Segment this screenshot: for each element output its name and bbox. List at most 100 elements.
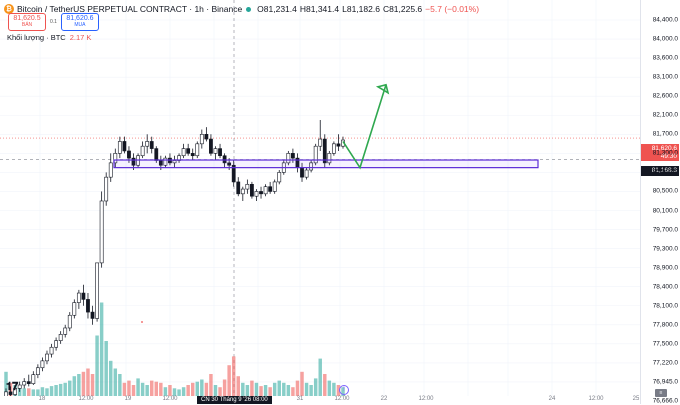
volume-bar [99,302,104,396]
price-label: 81,700.0 [652,130,678,138]
volume-bar [277,380,281,396]
candle-body [331,143,336,154]
candle-body [54,340,58,348]
symbol-title[interactable]: Bitcoin / TetherUS PERPETUAL CONTRACT · … [17,4,243,14]
volume-bar [282,382,286,396]
price-label: 77,220.0 [652,359,678,367]
volume-bar [190,382,195,396]
candle-body [231,164,236,183]
price-label: 79,300.0 [652,245,678,253]
buy-button[interactable]: 81,620.6 MUA [60,13,99,31]
spread-value: 0.1 [50,19,57,25]
volume-bar [149,380,154,396]
candle-body [213,148,218,154]
price-label: 80,500.0 [652,187,678,195]
candle-body [122,141,127,152]
volume-bar [45,388,49,396]
candle-body [277,172,282,183]
candle-body [72,302,77,316]
settings-icon[interactable]: ≡ [655,389,667,397]
volume-bar [27,388,31,396]
volume-bar [68,380,72,396]
volume-bar [168,385,172,396]
buy-price: 81,620.6 [66,15,94,22]
candle-body [63,327,68,335]
projection-arrow-head [375,83,390,95]
time-axis[interactable]: 18 12:00 19 12:00 31 12:00 22 12:00 24 12:00 25 [0,396,640,404]
ohlc-high: H81,341.4 [299,4,340,14]
candle-body [86,299,90,313]
volume-bar [40,387,45,396]
candle-body [108,162,113,178]
candle-body [35,367,40,375]
time-label: 19 [124,396,132,402]
support-zone-rectangle[interactable] [113,159,539,169]
volume-bar [81,371,86,396]
volume-bar [127,380,131,396]
candle-body [336,143,341,147]
candle-body [127,150,131,159]
price-label: 80,100.0 [652,207,678,214]
alert-icon[interactable]: ! [339,385,349,395]
projection-arrow[interactable] [342,84,387,170]
volume-bar [31,389,36,396]
ohlc-low: L81,182.6 [342,4,380,14]
trade-buttons: 81,620.5 BÁN 0.1 81,620.6 MUA [8,13,99,31]
candle-body [204,134,209,140]
price-label: 76,666.0 [652,397,678,405]
ohlc-change: −5.7 (−0.01%) [425,4,480,14]
candle-body [300,167,304,178]
price-label: 79,700.0 [652,226,678,234]
crosshair-price-tag: 81,168.3 [641,166,679,176]
horizontal-grid [0,19,640,383]
candle-body [236,181,241,195]
price-label: 82,600.0 [652,92,678,100]
market-status-icon [246,6,252,12]
volume-bar [222,379,227,396]
volume-bar [163,387,168,396]
volume-bar [186,385,190,396]
candle-body [49,346,54,355]
price-chart[interactable] [0,0,640,396]
candle-body [40,360,45,369]
volume-bar [227,365,231,396]
vertical-grid [39,0,597,396]
volume-bar [295,380,300,396]
time-label: 12:00 [78,396,94,402]
candle-body [268,186,273,192]
volume-bar [86,368,90,396]
volume-bar [49,386,54,396]
candle-body [8,391,13,395]
candle-body [263,186,268,195]
price-axis[interactable]: 81,620.6 49:30 81,168.3 84,400.0 84,000.0… [640,0,680,405]
volume-legend[interactable]: Khối lượng · BTC 2.17 K [7,33,91,42]
volume-bar [140,382,145,396]
candle-body [140,145,145,157]
sell-button[interactable]: 81,620.5 BÁN [8,13,46,31]
volume-bar [250,380,254,396]
ohlc-open: O81,231.4 [257,4,297,14]
volume-bar [272,382,277,396]
chart-header: ₿ Bitcoin / TetherUS PERPETUAL CONTRACT … [4,2,479,16]
candle-body [209,138,213,154]
sell-price: 81,620.5 [13,15,41,22]
candle-body [250,184,254,197]
candle-body [318,138,323,147]
volume-bar [323,374,327,396]
volume-bar [327,380,332,396]
price-label: 77,800.0 [652,321,678,329]
volume-bar [332,382,336,396]
candle-body [286,153,291,164]
volume-bar [231,356,236,396]
tradingview-logo-icon[interactable]: 𝟏𝟕 [6,381,19,393]
price-label: 84,400.0 [652,16,678,24]
price-label: 78,900.0 [652,264,678,272]
candle-body [149,141,154,149]
candle-body [131,157,136,166]
price-label: 83,100.0 [652,73,678,81]
volume-bar [122,382,127,396]
volume-bar [286,385,291,396]
volume-bar [63,382,67,396]
time-label: 22 [380,396,388,402]
ohlc-close: C81,225.6 [382,4,423,14]
